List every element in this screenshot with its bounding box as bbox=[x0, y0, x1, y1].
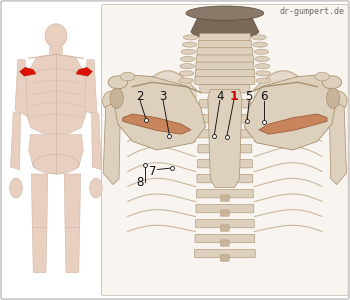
Ellipse shape bbox=[181, 56, 195, 61]
FancyBboxPatch shape bbox=[102, 4, 348, 296]
Ellipse shape bbox=[180, 64, 195, 69]
FancyBboxPatch shape bbox=[197, 175, 253, 183]
Polygon shape bbox=[32, 174, 48, 229]
Ellipse shape bbox=[256, 78, 271, 83]
FancyBboxPatch shape bbox=[199, 115, 251, 123]
Polygon shape bbox=[244, 75, 337, 150]
Ellipse shape bbox=[183, 35, 198, 40]
FancyBboxPatch shape bbox=[198, 145, 252, 153]
FancyBboxPatch shape bbox=[195, 76, 255, 85]
Polygon shape bbox=[103, 103, 120, 184]
Ellipse shape bbox=[322, 76, 342, 89]
Text: 6: 6 bbox=[260, 90, 268, 103]
FancyBboxPatch shape bbox=[220, 225, 229, 231]
Polygon shape bbox=[76, 68, 92, 76]
Text: 2: 2 bbox=[136, 90, 144, 103]
Polygon shape bbox=[29, 134, 83, 174]
Ellipse shape bbox=[120, 72, 135, 81]
Ellipse shape bbox=[256, 71, 271, 76]
Polygon shape bbox=[64, 174, 80, 229]
Ellipse shape bbox=[252, 35, 266, 40]
FancyBboxPatch shape bbox=[198, 130, 251, 138]
Polygon shape bbox=[65, 227, 80, 273]
FancyBboxPatch shape bbox=[195, 219, 254, 228]
FancyBboxPatch shape bbox=[200, 85, 250, 93]
Ellipse shape bbox=[255, 64, 270, 69]
FancyBboxPatch shape bbox=[220, 150, 229, 156]
FancyBboxPatch shape bbox=[220, 195, 229, 201]
Ellipse shape bbox=[255, 56, 269, 61]
FancyBboxPatch shape bbox=[220, 105, 229, 111]
FancyBboxPatch shape bbox=[197, 160, 252, 168]
FancyBboxPatch shape bbox=[220, 240, 229, 246]
Polygon shape bbox=[191, 12, 259, 36]
Polygon shape bbox=[329, 103, 346, 184]
Ellipse shape bbox=[9, 178, 22, 198]
Polygon shape bbox=[20, 68, 36, 76]
FancyBboxPatch shape bbox=[220, 210, 229, 216]
FancyBboxPatch shape bbox=[197, 48, 253, 56]
Ellipse shape bbox=[103, 91, 121, 111]
Polygon shape bbox=[259, 114, 327, 134]
Ellipse shape bbox=[253, 42, 267, 47]
Ellipse shape bbox=[108, 76, 127, 89]
FancyBboxPatch shape bbox=[195, 249, 255, 258]
FancyBboxPatch shape bbox=[220, 180, 229, 186]
Polygon shape bbox=[208, 89, 242, 188]
Polygon shape bbox=[123, 114, 191, 134]
FancyBboxPatch shape bbox=[196, 204, 254, 213]
FancyBboxPatch shape bbox=[199, 100, 250, 108]
Ellipse shape bbox=[327, 88, 340, 108]
FancyBboxPatch shape bbox=[196, 55, 253, 63]
FancyBboxPatch shape bbox=[220, 165, 229, 171]
Polygon shape bbox=[10, 112, 21, 170]
Text: 4: 4 bbox=[216, 90, 224, 103]
FancyBboxPatch shape bbox=[195, 69, 254, 77]
Text: 1: 1 bbox=[230, 90, 238, 103]
Ellipse shape bbox=[179, 78, 194, 83]
Ellipse shape bbox=[182, 42, 197, 47]
Ellipse shape bbox=[110, 88, 123, 108]
FancyBboxPatch shape bbox=[196, 62, 254, 70]
FancyBboxPatch shape bbox=[220, 255, 229, 261]
Polygon shape bbox=[15, 60, 28, 116]
Ellipse shape bbox=[90, 178, 103, 198]
Text: 8: 8 bbox=[136, 176, 144, 190]
Polygon shape bbox=[91, 112, 102, 170]
Polygon shape bbox=[49, 47, 63, 54]
Text: 5: 5 bbox=[245, 90, 253, 103]
FancyBboxPatch shape bbox=[198, 40, 251, 49]
Ellipse shape bbox=[329, 91, 347, 111]
Text: dr-gumpert.de: dr-gumpert.de bbox=[280, 8, 345, 16]
Text: 3: 3 bbox=[159, 90, 167, 103]
Polygon shape bbox=[113, 75, 205, 150]
FancyBboxPatch shape bbox=[195, 234, 255, 243]
FancyBboxPatch shape bbox=[196, 189, 253, 198]
Polygon shape bbox=[84, 60, 97, 116]
FancyBboxPatch shape bbox=[220, 120, 229, 126]
Ellipse shape bbox=[186, 6, 264, 20]
Ellipse shape bbox=[179, 71, 194, 76]
Text: 7: 7 bbox=[149, 165, 157, 178]
FancyBboxPatch shape bbox=[220, 135, 229, 141]
FancyBboxPatch shape bbox=[220, 90, 229, 97]
FancyBboxPatch shape bbox=[199, 33, 250, 41]
Ellipse shape bbox=[45, 24, 67, 48]
Polygon shape bbox=[25, 54, 87, 134]
Polygon shape bbox=[32, 227, 47, 273]
Ellipse shape bbox=[181, 49, 196, 54]
Ellipse shape bbox=[254, 49, 269, 54]
Ellipse shape bbox=[315, 72, 329, 81]
